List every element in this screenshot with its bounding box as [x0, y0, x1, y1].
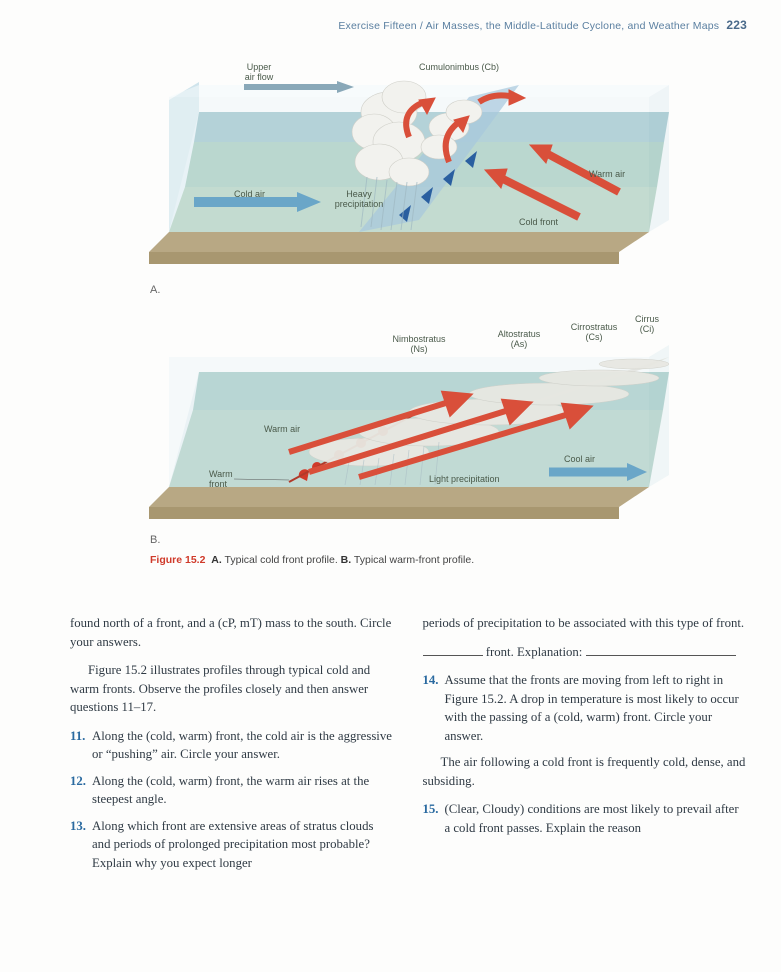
svg-text:Upperair flow: Upperair flow	[244, 62, 273, 82]
front-explanation-label: front. Explanation:	[486, 645, 583, 659]
page-number: 223	[726, 18, 747, 32]
q14-num: 14.	[423, 671, 439, 690]
q12-text: Along the (cold, warm) front, the warm a…	[92, 774, 369, 807]
svg-text:Altostratus(As): Altostratus(As)	[497, 329, 540, 349]
q15-text: (Clear, Cloudy) conditions are most like…	[445, 802, 739, 835]
para-continuation: found north of a front, and a (cP, mT) m…	[70, 614, 395, 651]
figure-caption: Figure 15.2 A. Typical cold front profil…	[150, 554, 747, 566]
lbl-light-precip: Light precipitation	[429, 474, 500, 484]
running-head: Exercise Fifteen / Air Masses, the Middl…	[70, 18, 747, 32]
q14-text: Assume that the fronts are moving from l…	[445, 673, 739, 743]
figure-panel-a: Upperair flow Cumulonimbus (Cb) Cold air…	[149, 42, 669, 282]
caption-b-text: Typical warm-front profile.	[354, 554, 474, 566]
q11-text: Along the (cold, warm) front, the cold a…	[92, 729, 392, 762]
para-right-1: periods of precipitation to be associate…	[423, 614, 748, 633]
lbl-cold-air: Cold air	[234, 189, 265, 199]
caption-a-text: Typical cold front profile.	[225, 554, 338, 566]
q15-num: 15.	[423, 800, 439, 819]
lbl-warm-air: Warm air	[589, 169, 625, 179]
figure-15-2: Upperair flow Cumulonimbus (Cb) Cold air…	[70, 42, 747, 566]
page: Exercise Fifteen / Air Masses, the Middl…	[0, 0, 781, 972]
chapter-title: Exercise Fifteen / Air Masses, the Middl…	[338, 20, 719, 32]
svg-text:Cirrostratus(Cs): Cirrostratus(Cs)	[570, 322, 617, 342]
body-text: found north of a front, and a (cP, mT) m…	[70, 614, 747, 881]
caption-b-tag: B.	[341, 554, 352, 566]
lbl-cool-air: Cool air	[564, 454, 595, 464]
para-right-2: The air following a cold front is freque…	[423, 753, 748, 790]
answer-blank-line: front. Explanation:	[423, 643, 748, 662]
cold-front-diagram: Upperair flow Cumulonimbus (Cb) Cold air…	[149, 42, 669, 282]
caption-a-tag: A.	[211, 554, 222, 566]
lbl-upper-air: Upper	[246, 62, 271, 72]
figure-panel-b: Nimbostratus(Ns) Altostratus(As) Cirrost…	[149, 302, 669, 532]
question-14: 14. Assume that the fronts are moving fro…	[423, 671, 748, 745]
left-column: found north of a front, and a (cP, mT) m…	[70, 614, 395, 881]
question-13: 13. Along which front are extensive areas…	[70, 817, 395, 873]
panel-a-label: A.	[150, 284, 747, 296]
warm-front-diagram: Nimbostratus(Ns) Altostratus(As) Cirrost…	[149, 302, 669, 532]
q13-num: 13.	[70, 817, 86, 836]
question-11: 11. Along the (cold, warm) front, the col…	[70, 727, 395, 764]
q13-text: Along which front are extensive areas of…	[92, 819, 373, 870]
lbl-cb: Cumulonimbus (Cb)	[419, 62, 499, 72]
q12-num: 12.	[70, 772, 86, 791]
figure-number: Figure 15.2	[150, 554, 205, 566]
panel-b-label: B.	[150, 534, 747, 546]
right-column: periods of precipitation to be associate…	[423, 614, 748, 881]
para-intro: Figure 15.2 illustrates profiles through…	[70, 661, 395, 717]
q11-num: 11.	[70, 727, 85, 746]
lbl-cold-front: Cold front	[519, 217, 559, 227]
svg-text:Cirrus(Ci): Cirrus(Ci)	[635, 314, 659, 334]
question-12: 12. Along the (cold, warm) front, the war…	[70, 772, 395, 809]
blank-explanation[interactable]	[586, 643, 736, 656]
blank-front[interactable]	[423, 643, 483, 656]
lbl-warm-air-b: Warm air	[264, 424, 300, 434]
question-15: 15. (Clear, Cloudy) conditions are most l…	[423, 800, 748, 837]
svg-text:Nimbostratus(Ns): Nimbostratus(Ns)	[392, 334, 446, 354]
